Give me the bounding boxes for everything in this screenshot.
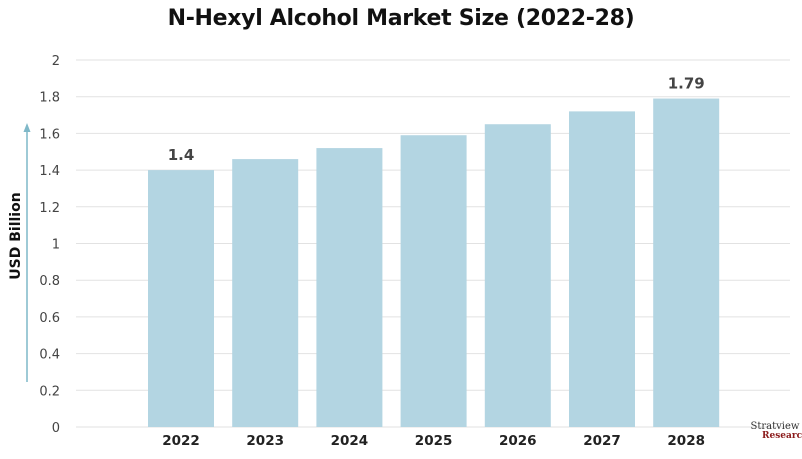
y-tick-label: 1.6 bbox=[39, 127, 60, 142]
bar-2025 bbox=[400, 135, 467, 428]
y-tick-label: 0.8 bbox=[39, 274, 60, 289]
y-axis-arrow-head bbox=[23, 123, 31, 132]
x-tick-label: 2026 bbox=[499, 433, 537, 449]
y-tick-label: 0 bbox=[52, 421, 60, 436]
y-tick-label: 0.4 bbox=[39, 348, 60, 363]
y-tick-label: 0.2 bbox=[39, 384, 60, 399]
bar-2022 bbox=[148, 170, 214, 427]
x-tick-label: 2022 bbox=[162, 433, 200, 449]
bar-2023 bbox=[232, 159, 299, 427]
x-tick-label: 2027 bbox=[583, 433, 621, 449]
x-tick-label: 2023 bbox=[246, 433, 284, 449]
stratview-logo: Stratview Research bbox=[750, 421, 802, 441]
y-tick-label: 1.2 bbox=[39, 201, 60, 216]
bar-2024 bbox=[316, 148, 383, 427]
x-tick-label: 2028 bbox=[667, 433, 705, 449]
y-axis-label: USD Billion bbox=[8, 192, 24, 279]
chart-title: N-Hexyl Alcohol Market Size (2022-28) bbox=[167, 6, 635, 31]
x-tick-label: 2024 bbox=[331, 433, 369, 449]
y-tick-label: 0.6 bbox=[39, 311, 60, 326]
y-tick-label: 2 bbox=[52, 54, 60, 69]
data-label: 1.79 bbox=[668, 75, 705, 93]
y-tick-label: 1.8 bbox=[39, 91, 60, 106]
y-tick-label: 1.4 bbox=[39, 164, 60, 179]
y-tick-label: 1 bbox=[52, 238, 60, 253]
bar-2027 bbox=[569, 111, 635, 427]
x-tick-label: 2025 bbox=[415, 433, 453, 449]
bar-2026 bbox=[484, 124, 551, 427]
data-label: 1.4 bbox=[168, 146, 195, 164]
bar-2028 bbox=[653, 98, 720, 427]
